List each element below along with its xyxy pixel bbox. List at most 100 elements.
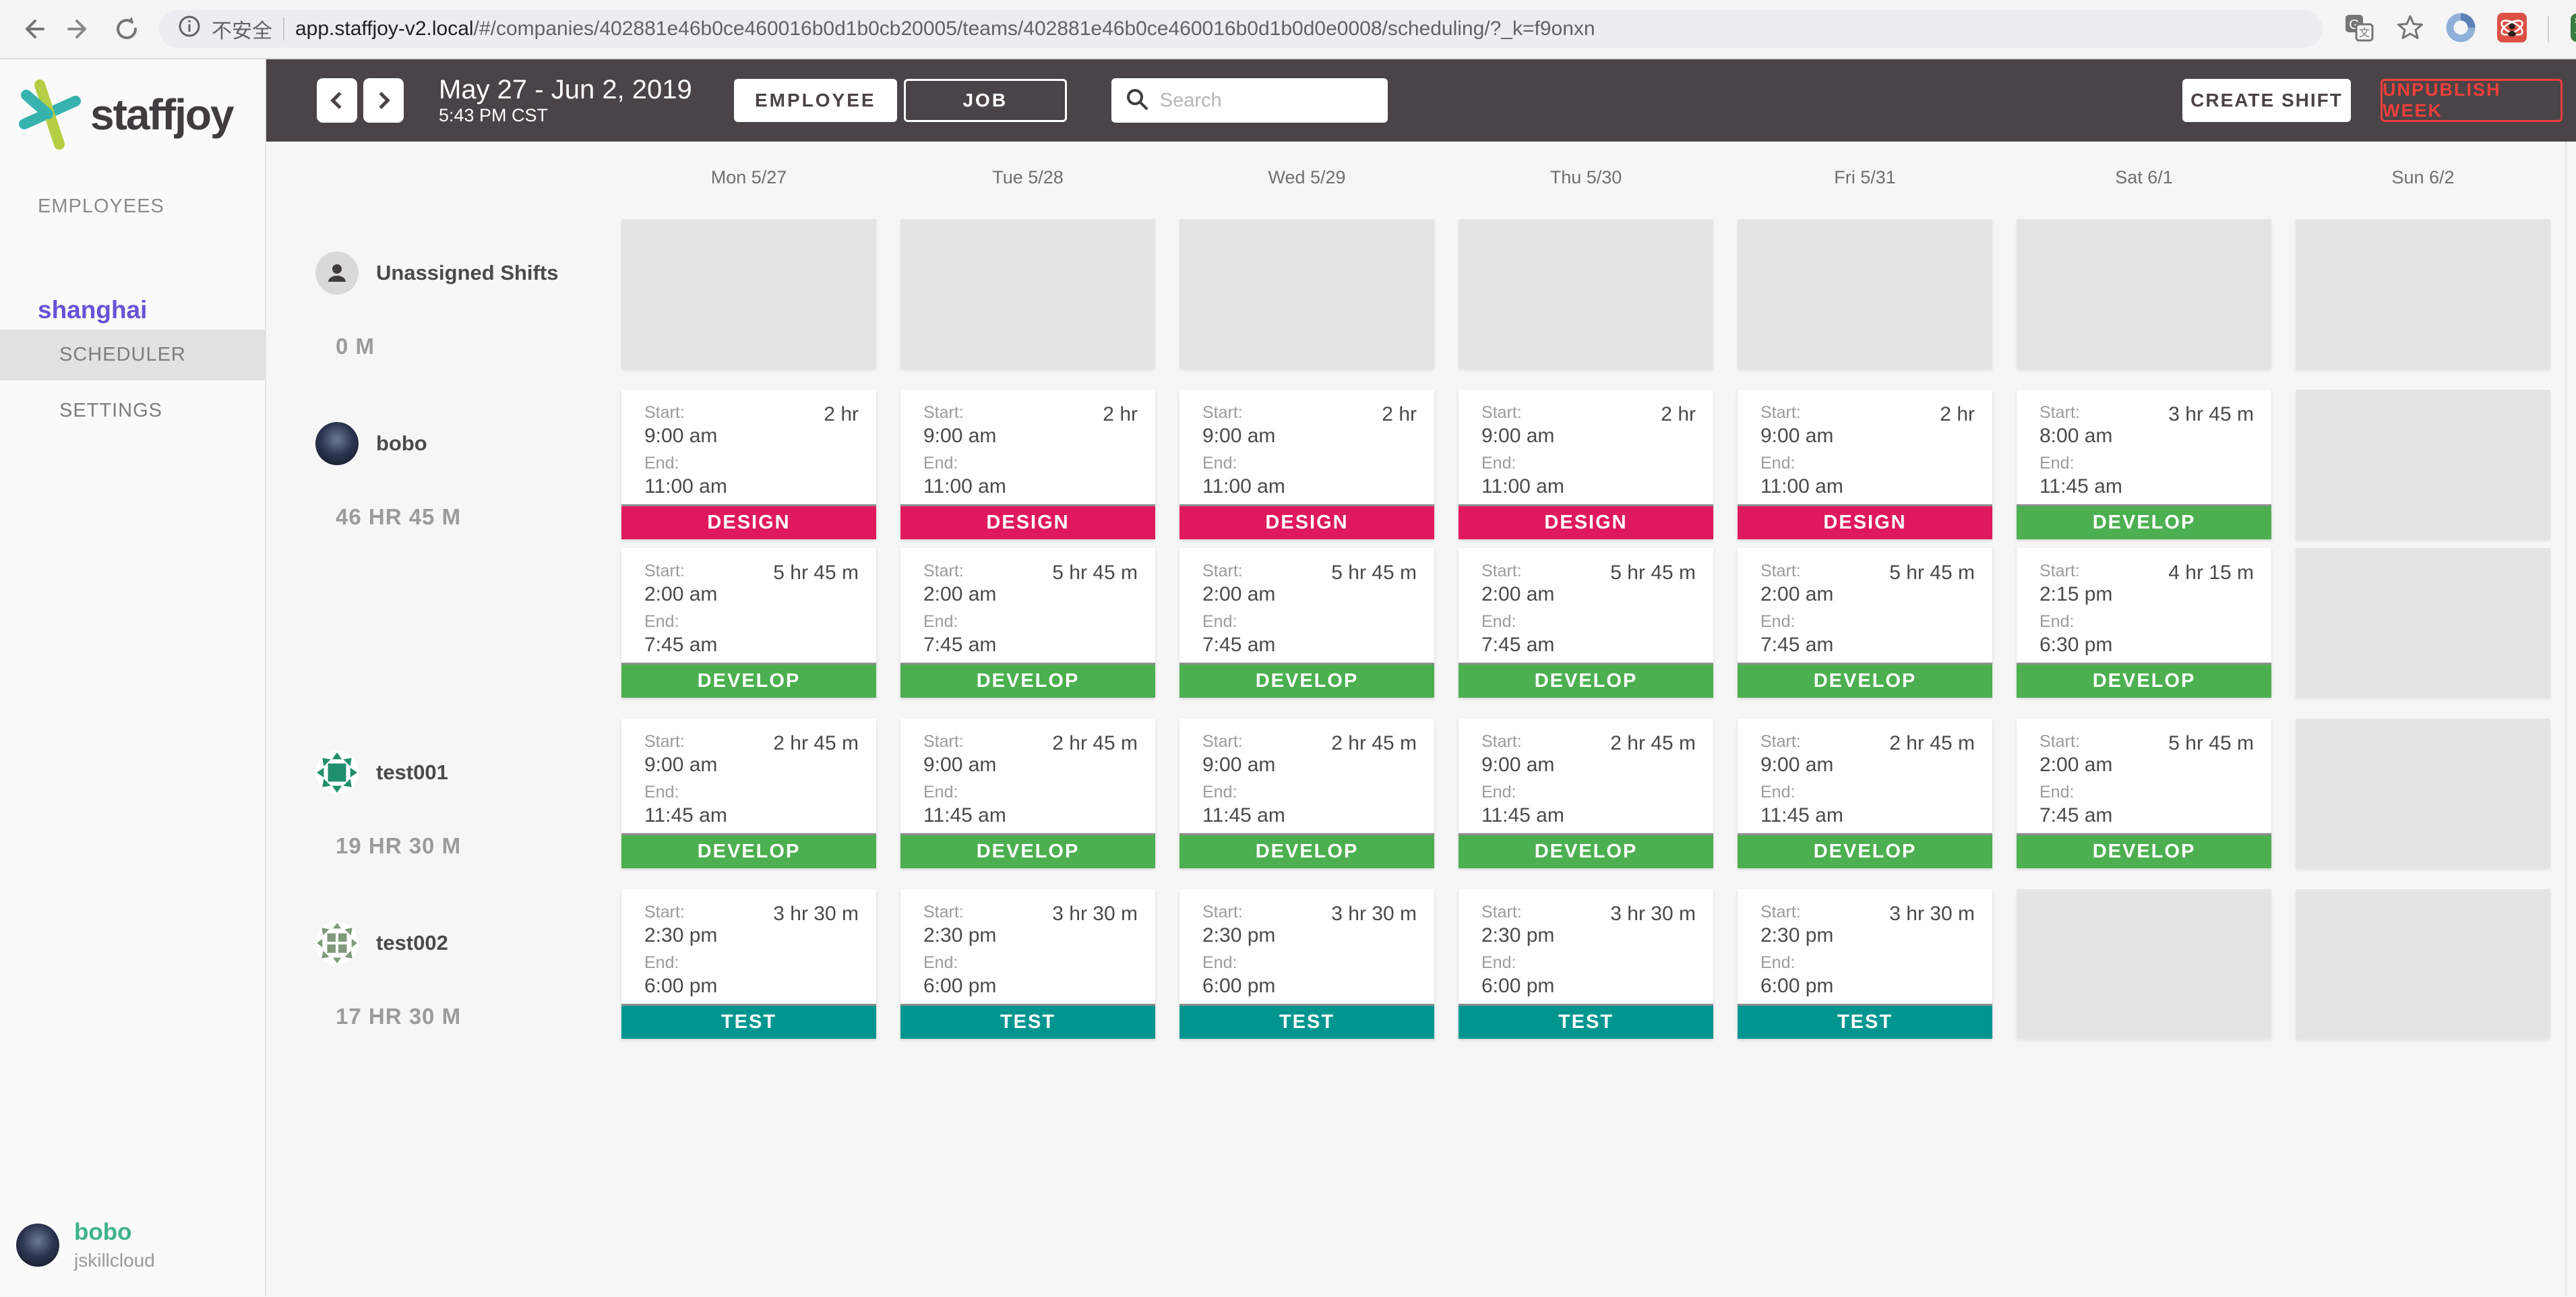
shift-end-time: 11:45 am — [1481, 804, 1564, 826]
shift-card[interactable]: Start: 2:00 am End: 7:45 am 5 hr 45 m DEVELOP — [1179, 548, 1434, 698]
employee-meta: bobo 46 HR 45 M — [266, 390, 621, 698]
previous-week-button[interactable] — [317, 78, 357, 123]
shift-start-label: Start: — [1760, 403, 1801, 422]
current-user-avatar — [16, 1224, 59, 1267]
shift-job-label: DEVELOP — [2017, 504, 2271, 539]
shift-duration: 2 hr — [1382, 403, 1417, 425]
day-cell: Start: 9:00 am End: 11:45 am 2 hr 45 m DEVELO… — [1179, 719, 1434, 868]
shift-card[interactable]: Start: 9:00 am End: 11:45 am 2 hr 45 m DEVELO… — [621, 719, 876, 868]
shift-start-time: 9:00 am — [1760, 754, 1834, 776]
shift-start-time: 9:00 am — [923, 425, 997, 447]
shift-end-time: 11:45 am — [2040, 475, 2122, 497]
info-icon[interactable] — [178, 15, 201, 43]
shift-job-label: TEST — [1179, 1004, 1434, 1039]
shift-end-time: 11:00 am — [1760, 475, 1843, 497]
shift-job-label: DEVELOP — [1179, 833, 1434, 868]
omnibox-divider — [283, 18, 284, 40]
bookmark-star-icon[interactable] — [2395, 13, 2425, 46]
employee-name: bobo — [376, 431, 427, 455]
shift-card[interactable]: Start: 2:30 pm End: 6:00 pm 3 hr 30 m TEST — [1459, 889, 1713, 1039]
shift-end-time: 6:00 pm — [923, 975, 997, 997]
shift-card[interactable]: Start: 9:00 am End: 11:00 am 2 hr DESIGN — [621, 390, 876, 539]
day-cell — [2296, 219, 2550, 369]
next-week-button[interactable] — [363, 78, 404, 123]
sidebar-team-name[interactable]: shanghai — [38, 296, 148, 324]
shift-start-label: Start: — [644, 903, 685, 922]
employee-rows: Unassigned Shifts 0 M bobo 46 HR 45 M Start:… — [266, 219, 2576, 1039]
shift-card[interactable]: Start: 2:00 am End: 7:45 am 5 hr 45 m DEVELOP — [900, 548, 1155, 698]
shift-card[interactable]: Start: 9:00 am End: 11:00 am 2 hr DESIGN — [1179, 390, 1434, 539]
search-box[interactable] — [1111, 78, 1388, 123]
shift-card[interactable]: Start: 9:00 am End: 11:45 am 2 hr 45 m DEVELO… — [1738, 719, 1992, 868]
shift-duration: 2 hr — [1661, 403, 1696, 425]
current-user-card[interactable]: bobo jskillcloud — [16, 1219, 155, 1271]
shift-end-label: End: — [1202, 454, 1237, 473]
shift-card[interactable]: Start: 2:00 am End: 7:45 am 5 hr 45 m DEVELOP — [1459, 548, 1713, 698]
shift-card[interactable]: Start: 9:00 am End: 11:45 am 2 hr 45 m DEVELO… — [1179, 719, 1434, 868]
shift-duration: 2 hr 45 m — [773, 732, 859, 754]
shift-card[interactable]: Start: 2:30 pm End: 6:00 pm 3 hr 30 m TEST — [900, 889, 1155, 1039]
shift-start-time: 9:00 am — [644, 754, 718, 776]
address-bar[interactable]: 不安全 app.staffjoy-v2.local/#/companies/40… — [159, 10, 2323, 48]
shift-duration: 3 hr 30 m — [1331, 903, 1417, 925]
shift-duration: 3 hr 30 m — [1610, 903, 1696, 925]
day-cell: Start: 8:00 am End: 11:45 am 3 hr 45 m DEVELO… — [2017, 390, 2271, 698]
extension-seal-icon[interactable]: 微掘课艺 — [2569, 12, 2576, 47]
shift-card[interactable]: Start: 8:00 am End: 11:45 am 3 hr 45 m DEVELO… — [2017, 390, 2271, 539]
shift-start-time: 9:00 am — [923, 754, 997, 776]
shift-card[interactable]: Start: 2:00 am End: 7:45 am 5 hr 45 m DEVELOP — [2017, 719, 2271, 868]
sidebar-item-employees[interactable]: EMPLOYEES — [38, 195, 164, 217]
shift-start-label: Start: — [1202, 562, 1243, 580]
employee-meta: test001 19 HR 30 M — [266, 719, 621, 868]
day-cell: Start: 2:00 am End: 7:45 am 5 hr 45 m DEVELOP — [2017, 719, 2271, 868]
forward-icon[interactable] — [65, 14, 94, 44]
shift-end-time: 7:45 am — [1481, 634, 1555, 656]
shift-card[interactable]: Start: 9:00 am End: 11:45 am 2 hr 45 m DEVELO… — [1459, 719, 1713, 868]
day-header-row: Mon 5/27 Tue 5/28 Wed 5/29 Thu 5/30 Fri … — [266, 167, 2576, 188]
extension-ring-icon[interactable] — [2445, 12, 2476, 47]
shift-end-label: End: — [1202, 953, 1237, 972]
day-cell — [2296, 390, 2550, 698]
shift-card[interactable]: Start: 2:00 am End: 7:45 am 5 hr 45 m DEVELOP — [621, 548, 876, 698]
empty-shift-placeholder — [621, 219, 876, 369]
back-icon[interactable] — [18, 14, 47, 44]
shift-duration: 2 hr 45 m — [1052, 732, 1138, 754]
toggle-job-view[interactable]: JOB — [903, 79, 1067, 122]
shift-card[interactable]: Start: 9:00 am End: 11:45 am 2 hr 45 m DEVELO… — [900, 719, 1155, 868]
shift-card[interactable]: Start: 9:00 am End: 11:00 am 2 hr DESIGN — [1459, 390, 1713, 539]
person-icon — [315, 251, 359, 295]
shift-end-time: 11:00 am — [1202, 475, 1285, 497]
shift-end-label: End: — [644, 454, 679, 473]
shift-card[interactable]: Start: 2:30 pm End: 6:00 pm 3 hr 30 m TEST — [1738, 889, 1992, 1039]
shift-start-time: 2:00 am — [1481, 583, 1555, 605]
shift-card[interactable]: Start: 2:30 pm End: 6:00 pm 3 hr 30 m TEST — [1179, 889, 1434, 1039]
shift-start-label: Start: — [1481, 562, 1522, 580]
extension-divider — [2548, 16, 2549, 42]
reload-icon[interactable] — [112, 14, 142, 44]
extension-atom-icon[interactable] — [2496, 12, 2527, 47]
unpublish-week-button[interactable]: UNPUBLISH WEEK — [2381, 79, 2563, 122]
day-cell — [621, 219, 876, 369]
sidebar-item-settings[interactable]: SETTINGS — [59, 400, 163, 421]
toggle-employee-view[interactable]: EMPLOYEE — [733, 79, 897, 122]
shift-card[interactable]: Start: 2:00 am End: 7:45 am 5 hr 45 m DEVELOP — [1738, 548, 1992, 698]
shift-card[interactable]: Start: 9:00 am End: 11:00 am 2 hr DESIGN — [1738, 390, 1992, 539]
shift-card[interactable]: Start: 9:00 am End: 11:00 am 2 hr DESIGN — [900, 390, 1155, 539]
shift-end-label: End: — [1481, 454, 1516, 473]
staffjoy-app: staffjoy EMPLOYEES shanghai SCHEDULER SE… — [0, 59, 2576, 1296]
shift-start-time: 9:00 am — [1481, 425, 1555, 447]
sidebar-item-scheduler[interactable]: SCHEDULER — [0, 330, 265, 380]
page-url: app.staffjoy-v2.local/#/companies/402881… — [295, 18, 1595, 40]
shift-start-time: 2:30 pm — [1760, 924, 1834, 946]
empty-shift-placeholder — [2017, 889, 2271, 1039]
employee-name: test001 — [376, 760, 448, 784]
create-shift-button[interactable]: CREATE SHIFT — [2182, 79, 2351, 122]
shift-start-time: 8:00 am — [2040, 425, 2113, 447]
shift-end-time: 6:00 pm — [1760, 975, 1834, 997]
shift-card[interactable]: Start: 2:30 pm End: 6:00 pm 3 hr 30 m TEST — [621, 889, 876, 1039]
shift-start-time: 2:30 pm — [644, 924, 718, 946]
shift-card[interactable]: Start: 2:15 pm End: 6:30 pm 4 hr 15 m DEVELOP — [2017, 548, 2271, 698]
shift-start-label: Start: — [1481, 403, 1522, 422]
search-input[interactable] — [1159, 89, 1374, 112]
